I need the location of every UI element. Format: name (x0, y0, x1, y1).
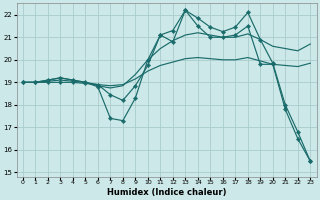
X-axis label: Humidex (Indice chaleur): Humidex (Indice chaleur) (107, 188, 226, 197)
